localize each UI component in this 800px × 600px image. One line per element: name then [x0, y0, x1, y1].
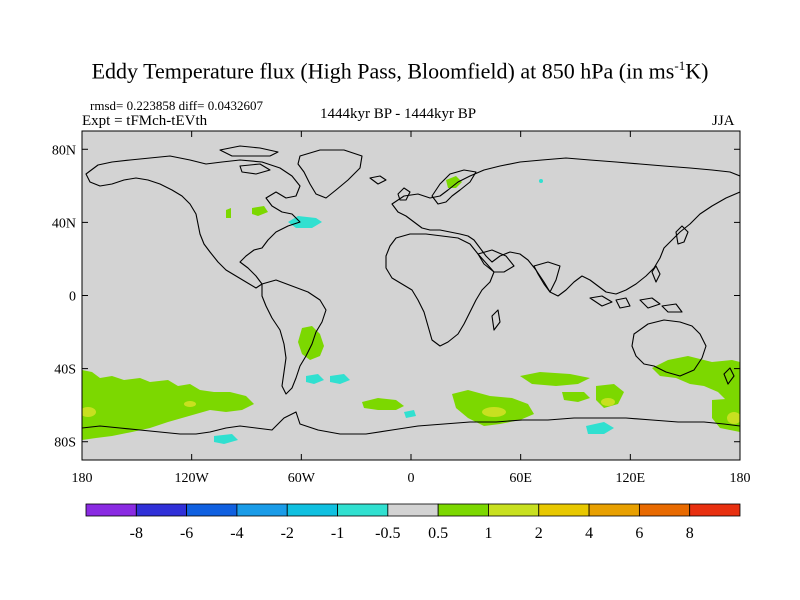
- coastline-africa: [385, 233, 495, 347]
- anomaly-patch-australia-south: [652, 356, 740, 408]
- title-main: Eddy Temperature flux (High Pass, Bloomf…: [91, 58, 675, 84]
- colorbar-swatch: [538, 503, 590, 517]
- colorbar-label: 6: [635, 525, 643, 542]
- period-label: 1444kyr BP - 1444kyr BP: [320, 106, 477, 122]
- colorbar-swatch: [387, 503, 439, 517]
- anomaly-patch-north-pacific: [226, 208, 231, 218]
- anomaly-patch-yellow-3: [482, 407, 506, 417]
- coastline-antarctica: [82, 411, 740, 435]
- colorbar-swatch: [236, 503, 288, 517]
- colorbar-label: -1: [331, 525, 344, 542]
- x-tick-label: 180: [730, 471, 751, 486]
- colorbar-swatch: [337, 503, 389, 517]
- stats-text: rmsd= 0.223858 diff= 0.0432607: [90, 98, 263, 113]
- coastline-canadian-arctic: [219, 145, 279, 175]
- anomaly-patch-yellow-5: [727, 412, 740, 424]
- coastline-greenland: [297, 149, 363, 199]
- colorbar-label: 0.5: [428, 525, 448, 542]
- season-label: JJA: [712, 113, 735, 129]
- coastline-indonesia: [589, 295, 683, 313]
- anomaly-patch-great-lakes: [252, 206, 268, 216]
- anomaly-patch-southern-indian-blue: [586, 422, 614, 434]
- coastline-south-america: [261, 279, 327, 395]
- y-tick-label: 40N: [52, 216, 76, 231]
- anomaly-patch-arctic-blue: [539, 179, 543, 183]
- coastline-eurasia: [391, 157, 740, 297]
- coastline-scandinavia: [431, 169, 477, 205]
- anomaly-patch-ross-sea-blue: [214, 434, 238, 444]
- x-tick-label: 120W: [175, 471, 210, 486]
- anomaly-patch-scandinavia: [446, 176, 462, 188]
- colorbar-label: -4: [230, 525, 243, 542]
- coastline-madagascar: [491, 309, 501, 331]
- colorbar-label: -8: [130, 525, 143, 542]
- anomaly-patch-weddell-blue: [404, 410, 416, 418]
- colorbar-label: -2: [281, 525, 294, 542]
- title-tail: K): [685, 58, 709, 84]
- colorbar-swatch: [488, 503, 540, 517]
- colorbar: -8 -6 -4 -2 -1 -0.5 0.5 1 2 4 6 8: [85, 503, 741, 542]
- x-tick-label: 120E: [616, 471, 646, 486]
- anomaly-patch-yellow-2: [184, 401, 196, 407]
- anomaly-patch-south-pacific: [82, 370, 254, 440]
- anomaly-patch-south-atlantic-blue-1: [306, 374, 324, 384]
- anomaly-patch-south-indian-2: [520, 372, 590, 386]
- anomaly-patch-yellow-1: [82, 407, 96, 417]
- anomaly-patch-south-indian-3: [562, 392, 590, 402]
- colorbar-label: -6: [180, 525, 193, 542]
- colorbar-label: 1: [484, 525, 492, 542]
- colorbar-swatch: [638, 503, 691, 517]
- y-tick-label: 80S: [54, 436, 76, 451]
- coastline-british-isles: [397, 187, 411, 201]
- experiment-label: Expt = tFMch-tEVth: [82, 113, 208, 129]
- colorbar-swatch: [186, 503, 238, 517]
- x-tick-label: 0: [408, 471, 415, 486]
- coastline-iceland: [369, 175, 387, 185]
- colorbar-label: 8: [686, 525, 694, 542]
- y-tick-label: 0: [69, 290, 76, 305]
- coastline-philippines: [651, 265, 661, 283]
- colorbar-swatch: [286, 503, 338, 517]
- title-superscript: -1: [674, 58, 686, 73]
- y-tick-label: 80N: [52, 143, 76, 158]
- colorbar-label: 4: [585, 525, 593, 542]
- colorbar-label: 2: [535, 525, 543, 542]
- coastline-india: [533, 261, 561, 293]
- coastline-new-zealand: [723, 367, 735, 385]
- anomaly-patch-south-america: [298, 326, 324, 360]
- anomaly-patch-south-atlantic-blue-2: [330, 374, 350, 384]
- colorbar-swatch: [437, 503, 489, 517]
- anomaly-patch-yellow-4: [601, 398, 615, 406]
- anomaly-shading: [82, 176, 740, 444]
- coastline-arabia: [477, 249, 515, 273]
- anomaly-patch-south-atlantic: [362, 398, 404, 410]
- axis-ticks: 180 120W 60W 0 60E 120E 180 80N 40N 0 40S 80S: [52, 131, 751, 486]
- colorbar-swatch: [588, 503, 640, 517]
- colorbar-swatch: [85, 503, 137, 517]
- coastline-north-america: [85, 155, 301, 289]
- x-tick-label: 60E: [509, 471, 532, 486]
- coastline-japan: [675, 225, 689, 245]
- colorbar-swatch: [689, 503, 741, 517]
- x-tick-label: 60W: [288, 471, 316, 486]
- x-tick-label: 180: [72, 471, 93, 486]
- plot-title: Eddy Temperature flux (High Pass, Bloomf…: [0, 58, 800, 84]
- colorbar-label: -0.5: [375, 525, 400, 542]
- coastlines: [82, 145, 740, 435]
- colorbar-swatch: [135, 503, 188, 517]
- y-tick-label: 40S: [54, 363, 76, 378]
- coastline-australia: [631, 319, 707, 377]
